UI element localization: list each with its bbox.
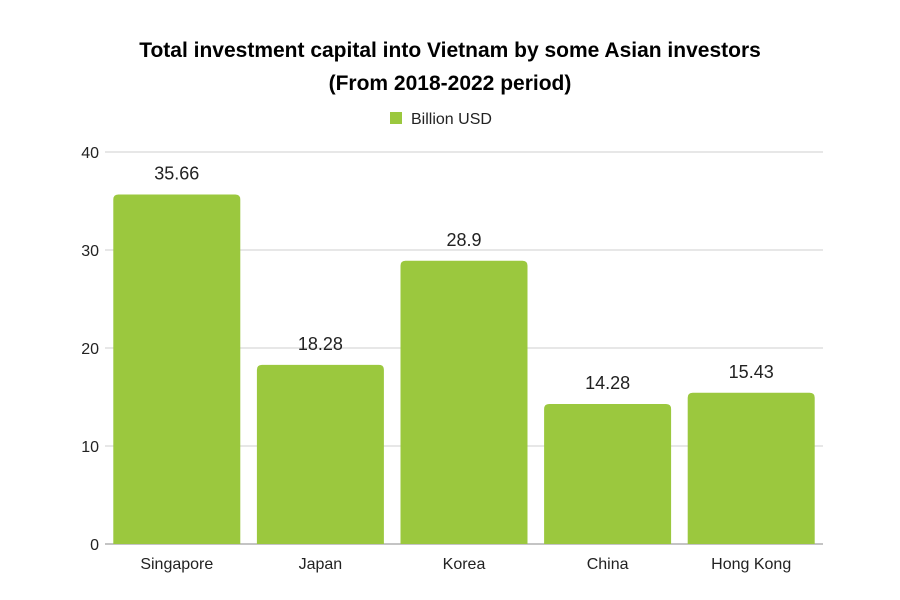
bars xyxy=(113,194,815,545)
data-labels: 35.66 18.28 28.9 14.28 15.43 xyxy=(154,164,773,394)
legend-swatch xyxy=(390,112,402,124)
bar-japan xyxy=(256,364,384,544)
x-axis: Singapore Japan Korea China Hong Kong xyxy=(140,556,791,573)
bar-china xyxy=(544,404,672,544)
chart-title-line-2: (From 2018-2022 period) xyxy=(328,72,572,95)
chart-title-line-1: Total investment capital into Vietnam by… xyxy=(139,39,761,62)
y-tick-label: 20 xyxy=(81,341,99,358)
x-tick-label: Japan xyxy=(299,556,343,573)
data-label: 15.43 xyxy=(729,362,774,382)
y-tick-label: 40 xyxy=(81,145,99,162)
bar-korea xyxy=(400,260,528,544)
bar-singapore xyxy=(113,194,241,545)
y-tick-label: 30 xyxy=(81,243,99,260)
data-label: 28.9 xyxy=(446,230,481,250)
y-tick-label: 0 xyxy=(90,537,99,554)
x-tick-label: China xyxy=(587,556,629,573)
legend: Billion USD xyxy=(390,111,492,128)
y-axis: 0 10 20 30 40 xyxy=(81,145,99,554)
data-label: 18.28 xyxy=(298,334,343,354)
x-tick-label: Hong Kong xyxy=(711,556,791,573)
y-tick-label: 10 xyxy=(81,439,99,456)
x-tick-label: Singapore xyxy=(140,556,213,573)
data-label: 35.66 xyxy=(154,164,199,184)
bar-hong-kong xyxy=(687,392,815,544)
chart-title: Total investment capital into Vietnam by… xyxy=(0,34,900,100)
legend-label: Billion USD xyxy=(411,111,492,128)
x-tick-label: Korea xyxy=(443,556,486,573)
data-label: 14.28 xyxy=(585,373,630,393)
